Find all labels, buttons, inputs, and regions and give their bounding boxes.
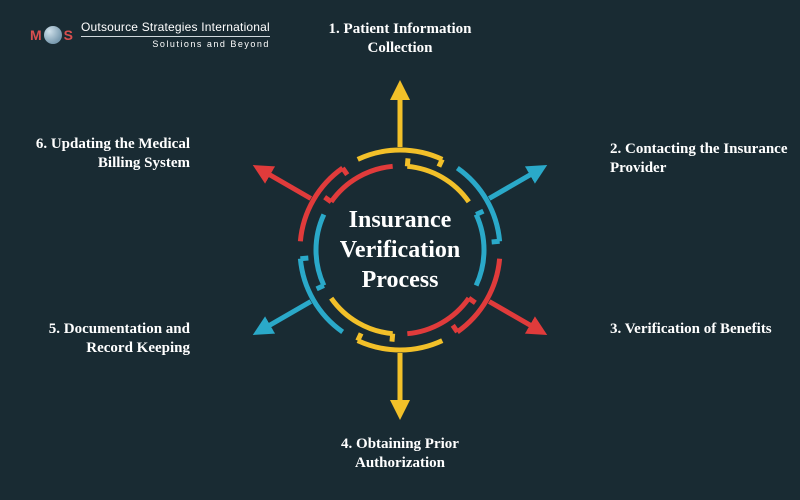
ring-notch-in-6: [325, 197, 332, 202]
logo-letter-m: M: [30, 27, 42, 43]
ring-notch-out-5: [300, 258, 308, 259]
step-label-4: 4. Obtaining Prior Authorization: [300, 435, 500, 473]
step-label-3: 3. Verification of Benefits: [610, 320, 790, 339]
process-diagram: Insurance Verification Process 1. Patien…: [50, 20, 750, 480]
arrow-6: [260, 169, 311, 199]
step-label-2: 2. Contacting the Insurance Provider: [610, 140, 790, 178]
step-label-5: 5. Documentation and Record Keeping: [0, 320, 190, 358]
ring-notch-in-3: [469, 298, 476, 303]
ring-notch-out-4: [358, 333, 361, 340]
diagram-title: Insurance Verification Process: [310, 205, 490, 295]
arrow-2: [489, 169, 540, 199]
ring-notch-out-2: [492, 241, 500, 242]
ring-notch-in-1: [407, 158, 408, 166]
ring-notch-out-6: [343, 168, 348, 175]
step-label-1: 1. Patient Information Collection: [300, 20, 500, 58]
ring-notch-out-3: [453, 325, 458, 332]
arrow-3: [489, 302, 540, 332]
ring-outer-seg-4: [358, 341, 443, 350]
ring-notch-out-1: [439, 159, 442, 166]
arrow-5: [260, 302, 311, 332]
ring-outer-seg-1: [358, 150, 443, 159]
step-label-6: 6. Updating the Medical Billing System: [0, 135, 190, 173]
ring-notch-in-4: [392, 334, 393, 342]
